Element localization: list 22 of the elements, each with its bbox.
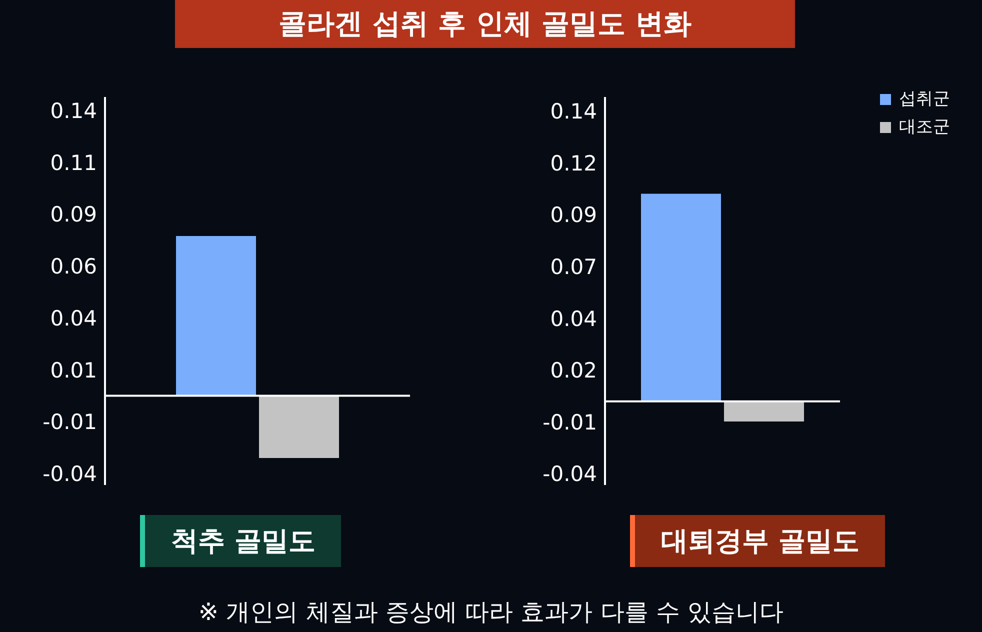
y-tick-label: 0.12 <box>550 151 597 176</box>
y-tick-label: 0.04 <box>550 306 597 331</box>
text: 콜라겐 섭취 후 인체 골밀도 변화 <box>175 0 795 48</box>
y-tick-label: 0.14 <box>50 98 97 123</box>
y-tick-label: 0.09 <box>50 202 97 227</box>
text: ※ 개인의 체질과 증상에 따라 효과가 다를 수 있습니다 <box>197 597 785 628</box>
y-tick-label: 0.01 <box>50 358 97 382</box>
legend-label: 섭취군 <box>899 88 950 111</box>
y-tick-label: 0.14 <box>550 100 597 124</box>
x-axis-title: 대퇴경부 골밀도 <box>630 515 886 567</box>
y-tick-label: -0.04 <box>42 462 97 486</box>
y-tick-label: -0.01 <box>42 410 97 434</box>
y-tick-label: 0.09 <box>550 203 597 228</box>
y-tick-label: -0.01 <box>542 410 597 434</box>
y-tick-label: 0.04 <box>50 306 97 330</box>
y-tick-label: 0.02 <box>550 358 597 383</box>
y-tick-label: 0.06 <box>50 254 97 279</box>
y-tick-label: 0.07 <box>550 254 597 279</box>
x-axis-title: 척추 골밀도 <box>140 515 342 567</box>
y-tick-label: -0.04 <box>542 462 597 486</box>
legend-label: 대조군 <box>899 116 950 139</box>
y-tick-label: 0.11 <box>50 150 97 175</box>
